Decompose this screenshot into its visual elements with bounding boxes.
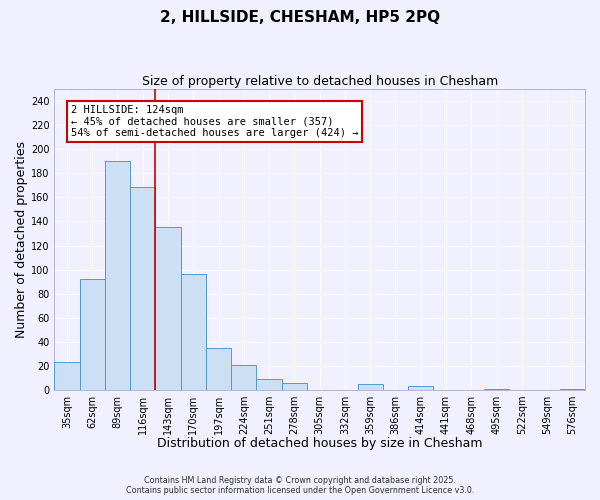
Bar <box>408 386 433 390</box>
Title: Size of property relative to detached houses in Chesham: Size of property relative to detached ho… <box>142 75 498 88</box>
Bar <box>282 382 307 390</box>
Bar <box>181 274 206 390</box>
Y-axis label: Number of detached properties: Number of detached properties <box>15 141 28 338</box>
Bar <box>358 384 383 390</box>
Bar <box>80 279 105 390</box>
Bar <box>105 162 130 390</box>
Bar <box>54 362 80 390</box>
Text: 2 HILLSIDE: 124sqm
← 45% of detached houses are smaller (357)
54% of semi-detach: 2 HILLSIDE: 124sqm ← 45% of detached hou… <box>71 105 358 138</box>
Text: Contains HM Land Registry data © Crown copyright and database right 2025.
Contai: Contains HM Land Registry data © Crown c… <box>126 476 474 495</box>
Bar <box>155 228 181 390</box>
Bar <box>206 348 231 390</box>
Bar <box>560 388 585 390</box>
X-axis label: Distribution of detached houses by size in Chesham: Distribution of detached houses by size … <box>157 437 482 450</box>
Bar <box>256 379 282 390</box>
Bar <box>130 186 155 390</box>
Bar <box>231 364 256 390</box>
Text: 2, HILLSIDE, CHESHAM, HP5 2PQ: 2, HILLSIDE, CHESHAM, HP5 2PQ <box>160 10 440 25</box>
Bar <box>484 388 509 390</box>
